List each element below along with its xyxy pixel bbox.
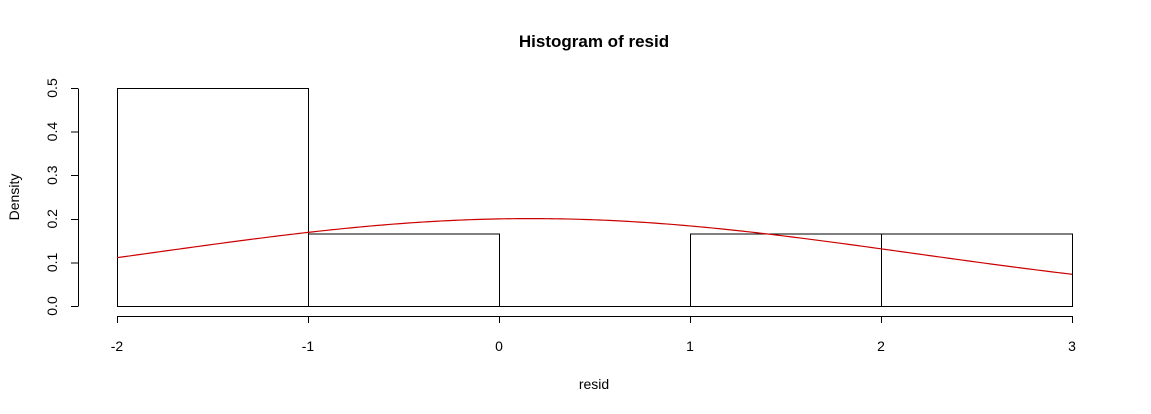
normal-density-curve (116, 217, 1073, 275)
y-axis: 0.0 0.1 0.2 0.3 0.4 0.5 (44, 78, 79, 316)
x-tick-label: 3 (1068, 338, 1076, 354)
y-tick-label: 0.5 (44, 78, 60, 98)
x-axis: -2 -1 0 1 2 3 (111, 316, 1076, 354)
x-tick-label: 1 (686, 338, 694, 354)
x-tick-label: -2 (111, 338, 124, 354)
histogram-bar (117, 88, 309, 307)
histogram-bars (117, 88, 1073, 307)
y-tick-label: 0.3 (44, 165, 60, 185)
x-axis-label: resid (579, 376, 609, 392)
y-tick-label: 0.1 (44, 252, 60, 272)
x-tick-label: 2 (877, 338, 885, 354)
histogram-bar (308, 233, 500, 307)
y-tick-label: 0.2 (44, 209, 60, 229)
chart-title: Histogram of resid (519, 32, 669, 51)
histogram-bar (881, 233, 1073, 307)
y-tick-label: 0.0 (44, 296, 60, 316)
y-axis-label: Density (6, 174, 22, 221)
x-tick-label: 0 (495, 338, 503, 354)
x-tick-label: -1 (302, 338, 315, 354)
y-tick-label: 0.4 (44, 122, 60, 142)
